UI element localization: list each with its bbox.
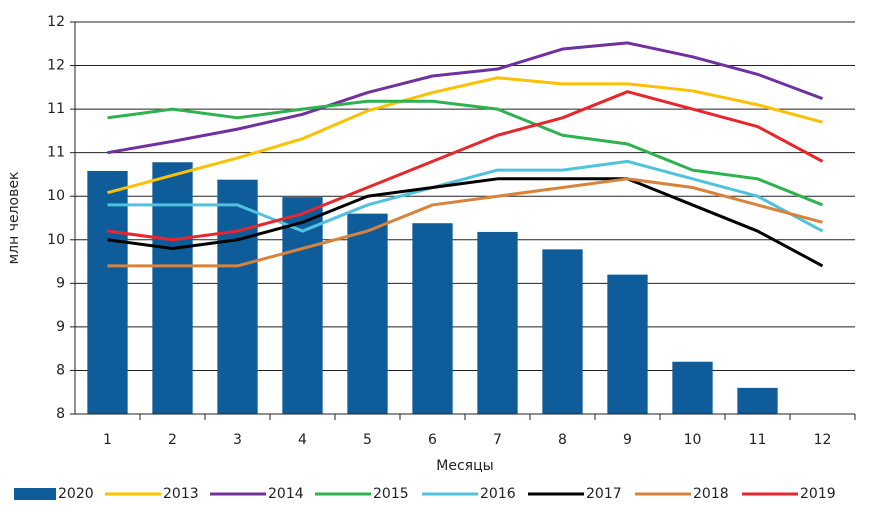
x-tick-label: 10 <box>684 432 702 448</box>
y-tick-label: 8 <box>56 406 65 422</box>
x-tick-label: 8 <box>558 432 567 448</box>
line <box>107 76 823 195</box>
x-tick-label: 6 <box>428 432 437 448</box>
bar <box>607 274 648 414</box>
x-axis-title: Месяцы <box>436 458 493 474</box>
legend-label: 2015 <box>373 486 409 502</box>
legend-label: 2020 <box>58 486 94 502</box>
x-tick-label: 7 <box>493 432 502 448</box>
legend-label: 2017 <box>586 486 622 502</box>
bar <box>347 213 388 414</box>
line <box>107 41 824 155</box>
y-tick-label: 10 <box>47 232 65 248</box>
line <box>107 159 824 233</box>
bar <box>152 162 193 414</box>
bar <box>87 170 128 414</box>
bar <box>542 249 583 414</box>
y-tick-label: 8 <box>56 362 65 378</box>
x-tick-label: 2 <box>168 432 177 448</box>
x-tick-label: 1 <box>103 432 112 448</box>
x-tick-label: 11 <box>749 432 767 448</box>
bar <box>477 231 518 414</box>
y-axis-title: млн человек <box>6 172 22 265</box>
bar <box>282 197 323 414</box>
bar <box>737 387 778 414</box>
x-tick-label: 9 <box>623 432 632 448</box>
line <box>107 99 824 207</box>
y-tick-label: 10 <box>47 188 65 204</box>
legend-label: 2018 <box>693 486 729 502</box>
y-tick-label: 11 <box>47 101 65 117</box>
y-tick-label: 9 <box>56 275 65 291</box>
bar <box>412 223 453 414</box>
y-tick-label: 12 <box>47 14 65 30</box>
x-tick-label: 12 <box>814 432 832 448</box>
bar <box>672 361 713 414</box>
x-tick-label: 5 <box>363 432 372 448</box>
legend-label: 2016 <box>480 486 516 502</box>
bar <box>217 179 258 414</box>
y-tick-label: 9 <box>56 319 65 335</box>
y-tick-label: 12 <box>47 58 65 74</box>
x-tick-label: 3 <box>233 432 242 448</box>
legend-swatch <box>14 488 56 500</box>
y-tick-label: 11 <box>47 145 65 161</box>
legend-label: 2014 <box>268 486 304 502</box>
line <box>107 177 824 268</box>
line <box>107 90 824 242</box>
legend-label: 2019 <box>800 486 836 502</box>
x-tick-label: 4 <box>298 432 307 448</box>
legend-label: 2013 <box>163 486 199 502</box>
line <box>107 177 823 268</box>
